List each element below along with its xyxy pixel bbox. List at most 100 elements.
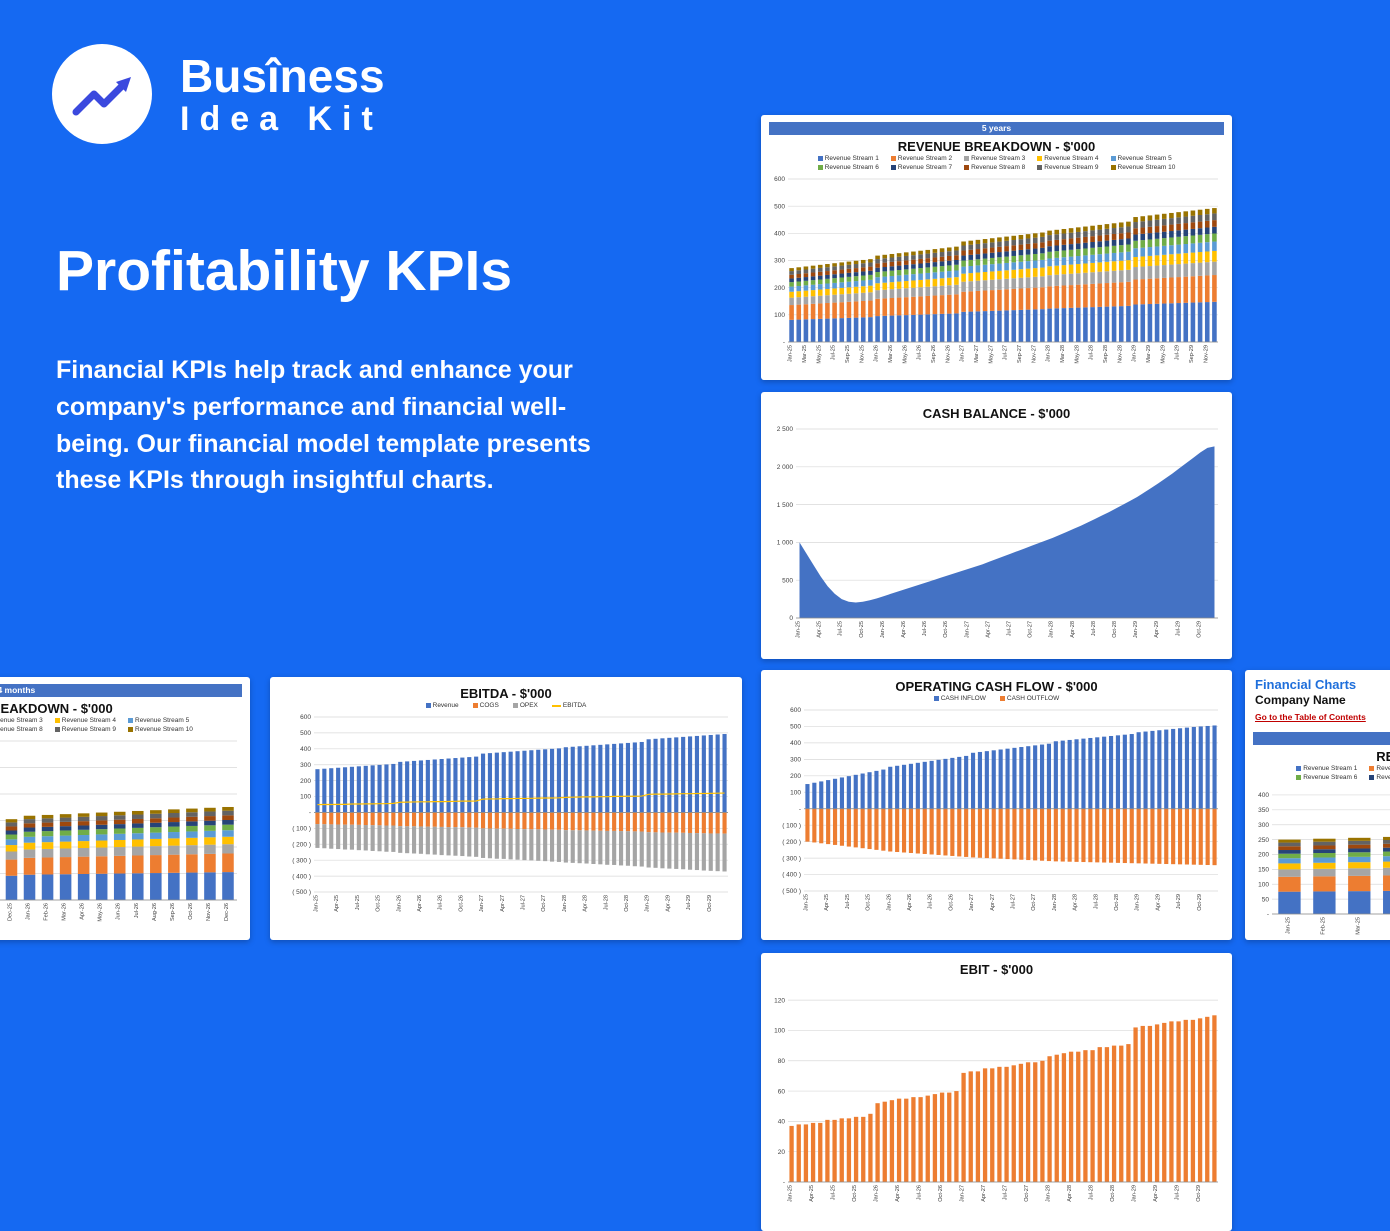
brand-name: Busîness (180, 49, 385, 102)
svg-text:Apr-26: Apr-26 (895, 1185, 901, 1202)
svg-text:Jul-27: Jul-27 (1003, 345, 1009, 360)
svg-text:Jan-25: Jan-25 (788, 1185, 794, 1202)
svg-text:( 400 ): ( 400 ) (782, 872, 801, 879)
chart-title: OPERATING CASH FLOW - $'000 (895, 679, 1098, 694)
svg-text:May-27: May-27 (988, 345, 994, 364)
chart-title: EBITDA - $'000 (460, 686, 552, 701)
company-name: Company Name (1255, 693, 1346, 707)
legend-swatch (1037, 156, 1043, 161)
legend-swatch (964, 165, 970, 170)
legend-swatch (933, 696, 939, 701)
chart-legend: Revenue COGS OPEX EBITDA (270, 702, 742, 709)
svg-text:Jan-25: Jan-25 (313, 895, 319, 912)
chart-legend: Revenue Stream 1 Revenue Stream 2 Revenue … (761, 155, 1232, 171)
svg-text:Jul-29: Jul-29 (686, 895, 692, 910)
svg-text:50: 50 (1262, 896, 1270, 903)
svg-text:Jul-27: Jul-27 (520, 895, 526, 910)
svg-text:Oct-26: Oct-26 (938, 1185, 944, 1202)
legend-item: Revenue Stream 4 (1037, 155, 1099, 162)
svg-text:200: 200 (300, 778, 311, 785)
svg-text:May-26: May-26 (902, 345, 908, 364)
svg-text:Apr-25: Apr-25 (809, 1185, 815, 1202)
svg-text:Aug-26: Aug-26 (152, 903, 158, 921)
legend-swatch (128, 727, 133, 732)
svg-text:Jul-28: Jul-28 (1089, 1185, 1095, 1200)
svg-text:Jan-28: Jan-28 (1046, 1185, 1052, 1202)
svg-text:100: 100 (774, 312, 785, 319)
svg-text:Jul-27: Jul-27 (1010, 894, 1016, 909)
svg-text:Oct-26: Oct-26 (948, 894, 954, 911)
legend-item: OPEX (512, 702, 538, 709)
svg-text:600: 600 (300, 714, 311, 721)
chart-title: REVENUE BREAKDOWN - $'000 (1376, 749, 1390, 764)
svg-text:Mar-29: Mar-29 (1146, 345, 1152, 363)
svg-text:Apr-28: Apr-28 (582, 895, 588, 912)
svg-text:Jan-26: Jan-26 (396, 895, 402, 912)
svg-text:Oct-26: Oct-26 (188, 903, 194, 920)
svg-text:Apr-29: Apr-29 (1153, 1185, 1159, 1202)
revenue-breakdown-24m-chart: 600500400300200100-Jan-25Feb-25Mar-25Apr… (0, 740, 237, 922)
svg-text:120: 120 (774, 997, 785, 1004)
svg-text:Jan-28: Jan-28 (1049, 621, 1055, 638)
legend-item: COGS (472, 702, 499, 709)
svg-text:Jul-26: Jul-26 (134, 903, 140, 918)
svg-text:Jan-28: Jan-28 (1046, 345, 1052, 362)
svg-text:1 000: 1 000 (777, 540, 794, 547)
svg-text:Apr-25: Apr-25 (817, 621, 823, 638)
svg-text:Jan-27: Jan-27 (964, 621, 970, 638)
svg-text:Sep-27: Sep-27 (1017, 345, 1023, 363)
svg-text:Oct-29: Oct-29 (1197, 894, 1203, 911)
hero-description: Financial KPIs help track and enhance yo… (56, 356, 591, 495)
svg-text:( 300 ): ( 300 ) (292, 857, 311, 864)
legend-item: CASH OUTFLOW (999, 695, 1059, 702)
legend-item: Revenue Stream 2 (890, 155, 952, 162)
svg-text:Apr-28: Apr-28 (1073, 894, 1079, 911)
nav-header: Financial Charts Company Name Go to the … (1245, 670, 1390, 725)
revenue-breakdown-5y-chart: 600 500 400 300 200 100 -Jan-25 Mar-25 May-25 Jul… (774, 176, 1218, 364)
svg-text:Sep-28: Sep-28 (1103, 345, 1109, 363)
table-of-contents-link[interactable]: Go to the Table of Contents (1255, 712, 1366, 722)
brand-subname: Idea Kit (180, 99, 383, 138)
svg-text:Oct-29: Oct-29 (1196, 1185, 1202, 1202)
svg-text:200: 200 (790, 773, 801, 780)
legend-swatch (890, 156, 896, 161)
svg-text:Mar-28: Mar-28 (1060, 345, 1066, 363)
legend-item: Revenue Stream 1 (1296, 765, 1357, 772)
svg-text:Jul-29: Jul-29 (1176, 894, 1182, 909)
legend-swatch (817, 156, 823, 161)
svg-text:Jan-29: Jan-29 (1132, 345, 1138, 362)
svg-text:Oct-29: Oct-29 (1196, 621, 1202, 638)
svg-text:Oct-28: Oct-28 (1114, 894, 1120, 911)
svg-text:( 400 ): ( 400 ) (292, 873, 311, 880)
legend-item: Revenue Stream 2 (1369, 765, 1390, 772)
svg-text:Nov-27: Nov-27 (1031, 345, 1037, 363)
svg-text:Oct-27: Oct-27 (1028, 621, 1034, 638)
svg-text:( 200 ): ( 200 ) (782, 839, 801, 846)
svg-text:Nov-29: Nov-29 (1203, 345, 1209, 363)
legend-swatch (512, 703, 518, 708)
svg-text:2 500: 2 500 (777, 426, 794, 433)
svg-text:May-29: May-29 (1160, 345, 1166, 364)
legend-swatch (54, 727, 60, 732)
legend-swatch (1369, 766, 1375, 771)
legend-swatch (1110, 165, 1116, 170)
svg-text:Mar-26: Mar-26 (62, 903, 68, 921)
svg-text:Oct-27: Oct-27 (1031, 894, 1037, 911)
svg-text:Jul-26: Jul-26 (928, 894, 934, 909)
svg-text:Jul-27: Jul-27 (1007, 621, 1013, 636)
svg-text:Sep-26: Sep-26 (931, 345, 937, 363)
svg-text:( 100 ): ( 100 ) (292, 826, 311, 833)
svg-text:Sep-25: Sep-25 (845, 345, 851, 363)
trend-arrow-icon (72, 77, 131, 116)
legend-item: Revenue Stream 1 (817, 155, 879, 162)
legend-item: Revenue Stream 6 (817, 164, 879, 171)
legend-item: Revenue Stream 7 (1369, 774, 1390, 781)
svg-text:500: 500 (790, 724, 801, 731)
svg-text:Mar-25: Mar-25 (802, 345, 808, 363)
svg-text:Jan-26: Jan-26 (874, 345, 880, 362)
legend-swatch (1369, 775, 1375, 780)
svg-text:400: 400 (790, 740, 801, 747)
nav-revenue-chart: 400 350 300 250 200 150 100 50 - Jan-25 Feb-25 Mar-… (1258, 792, 1390, 935)
svg-text:( 500 ): ( 500 ) (782, 888, 801, 895)
ebit-chart: 120 100 80 60 40 20 -Jan-25 Apr-25 Jul-25 Oct-25 J… (774, 997, 1218, 1202)
